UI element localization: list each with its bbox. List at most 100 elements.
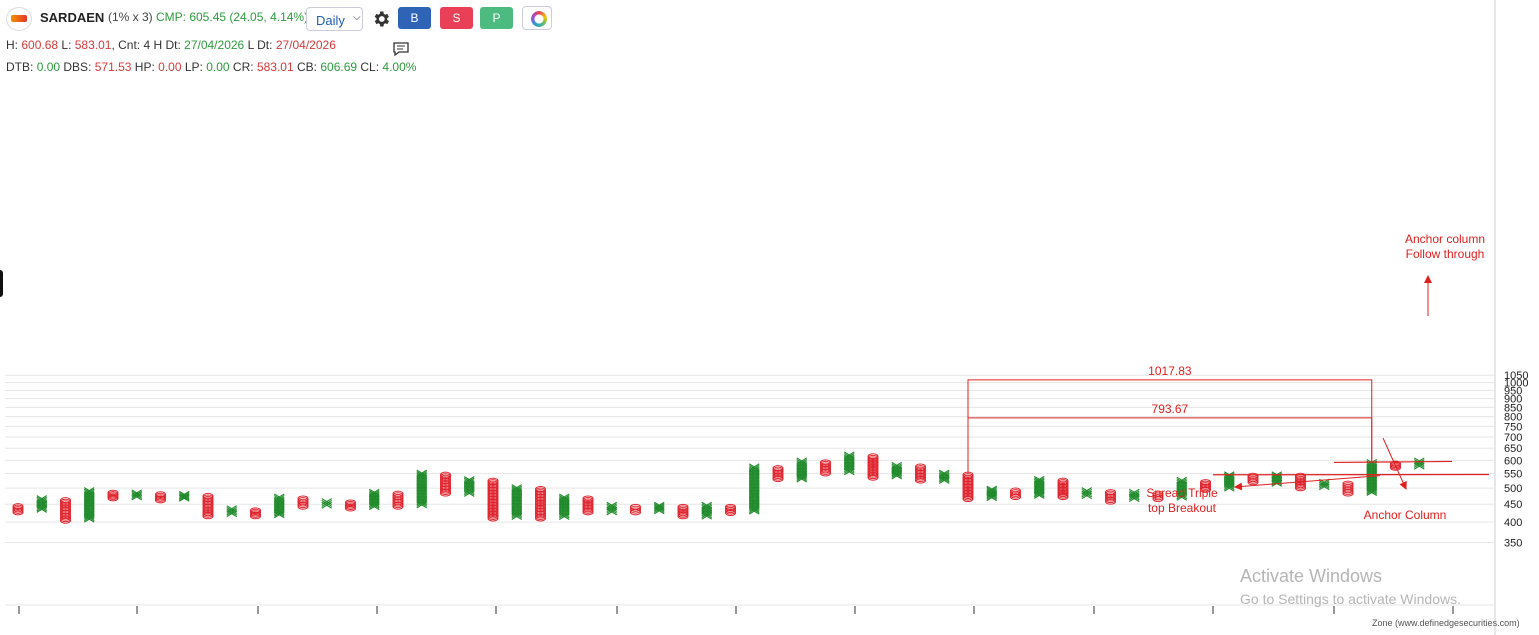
sell-button[interactable]: S (440, 7, 473, 29)
high-value: 600.68 (21, 38, 59, 52)
o-column (582, 495, 594, 516)
y-tick-label: 950 (1504, 385, 1522, 397)
x-column (463, 476, 475, 497)
o-column (535, 486, 546, 522)
anchor-high-line (1333, 460, 1453, 464)
levels-info-line: DTB: 0.00 DBS: 571.53 HP: 0.00 LP: 0.00 … (6, 60, 417, 74)
o-column (772, 465, 784, 483)
x-column (938, 469, 950, 484)
gear-icon[interactable] (371, 9, 391, 29)
side-panel-handle[interactable] (0, 270, 3, 297)
x-column (83, 487, 95, 523)
x-column (511, 484, 523, 521)
o-column (60, 497, 71, 524)
x-column (606, 501, 618, 516)
o-column (1247, 472, 1259, 486)
y-tick-label: 350 (1504, 538, 1522, 550)
y-tick-label: 750 (1504, 421, 1522, 433)
x-column (701, 501, 713, 520)
target-bracket (967, 417, 1373, 474)
x-column (1176, 476, 1188, 501)
x-column (368, 488, 380, 511)
x-column (1366, 458, 1378, 496)
o-column (487, 477, 499, 522)
y-tick-label: 650 (1504, 443, 1522, 455)
anchor-column-arrow (1382, 437, 1407, 490)
timeframe-value: Daily (316, 13, 345, 28)
y-tick-label: 1050 (1504, 370, 1528, 382)
y-tick-label: 700 (1504, 432, 1522, 444)
chart-toolbar: SARDAEN (1% x 3) CMP: 605.45 (24.05, 4.1… (0, 0, 1495, 36)
x-column (36, 495, 48, 513)
o-column (962, 471, 974, 503)
color-wheel-icon (531, 11, 547, 27)
y-tick-label: 850 (1504, 402, 1522, 414)
p-button[interactable]: P (480, 7, 513, 29)
y-tick-label: 1000 (1504, 378, 1528, 390)
x-column (796, 457, 808, 483)
target-label: 1017.83 (1148, 364, 1192, 378)
symbol-name[interactable]: SARDAEN (40, 10, 105, 25)
timeframe-select[interactable]: Daily ⌵ (306, 7, 363, 31)
o-column (630, 503, 641, 516)
x-column (843, 451, 855, 476)
o-column (1057, 477, 1069, 501)
o-column (155, 491, 166, 504)
chevron-down-icon: ⌵ (353, 12, 361, 23)
o-column (1200, 479, 1211, 493)
o-column (1152, 490, 1164, 503)
anchor-column-label: Anchor Column (1364, 508, 1447, 522)
x-column (321, 498, 333, 509)
high-date: 27/04/2026 (184, 38, 245, 52)
x-column (1033, 475, 1045, 499)
o-column (915, 463, 926, 484)
buy-button[interactable]: B (398, 7, 431, 29)
y-tick-label: 900 (1504, 394, 1522, 406)
o-column (677, 503, 689, 520)
y-tick-label: 800 (1504, 412, 1522, 424)
x-column (226, 505, 238, 518)
o-column (345, 499, 356, 512)
x-column (178, 490, 190, 502)
o-column (107, 489, 119, 502)
x-column (558, 493, 570, 521)
footer-credit: Zone (www.definedgesecurities.com) (1372, 618, 1520, 628)
spread-triple-top-label: Spread Triple top Breakout (1146, 486, 1218, 515)
x-column (653, 501, 665, 515)
x-column (891, 461, 903, 480)
activate-windows-watermark: Activate Windows Go to Settings to activ… (1240, 566, 1461, 607)
x-column (273, 493, 285, 519)
o-column (867, 453, 879, 481)
x-column (986, 485, 998, 502)
o-column (1105, 489, 1116, 505)
x-column (1081, 487, 1093, 500)
target-label: 793.67 (1152, 402, 1189, 416)
y-tick-label: 600 (1504, 455, 1522, 467)
o-column (392, 490, 404, 510)
anchor-follow-through-label: Anchor column Follow through (1405, 232, 1485, 261)
x-column (416, 469, 428, 509)
y-tick-label: 500 (1504, 483, 1522, 495)
o-column (297, 495, 309, 510)
o-column (12, 503, 24, 516)
color-wheel-button[interactable] (522, 6, 552, 30)
y-tick-label: 450 (1504, 499, 1522, 511)
o-column (440, 471, 451, 497)
x-column (1413, 457, 1425, 470)
breakout-arrow (1234, 475, 1381, 491)
o-column (1342, 480, 1354, 497)
o-column (202, 492, 214, 520)
x-column (1128, 488, 1140, 503)
low-date: 27/04/2026 (275, 38, 336, 52)
cmp-label: CMP: 605.45 (24.05, 4.14%) (156, 10, 309, 24)
x-column (748, 463, 760, 515)
x-column (131, 489, 143, 501)
broker-logo (6, 7, 32, 31)
low-value: 583.01 (74, 38, 112, 52)
o-column (250, 507, 261, 520)
box-size-label: (1% x 3) (108, 10, 153, 24)
price-info-line: H: 600.68 L: 583.01, Cnt: 4 H Dt: 27/04/… (6, 38, 336, 52)
comment-icon[interactable] (393, 42, 409, 56)
o-column (820, 459, 831, 477)
